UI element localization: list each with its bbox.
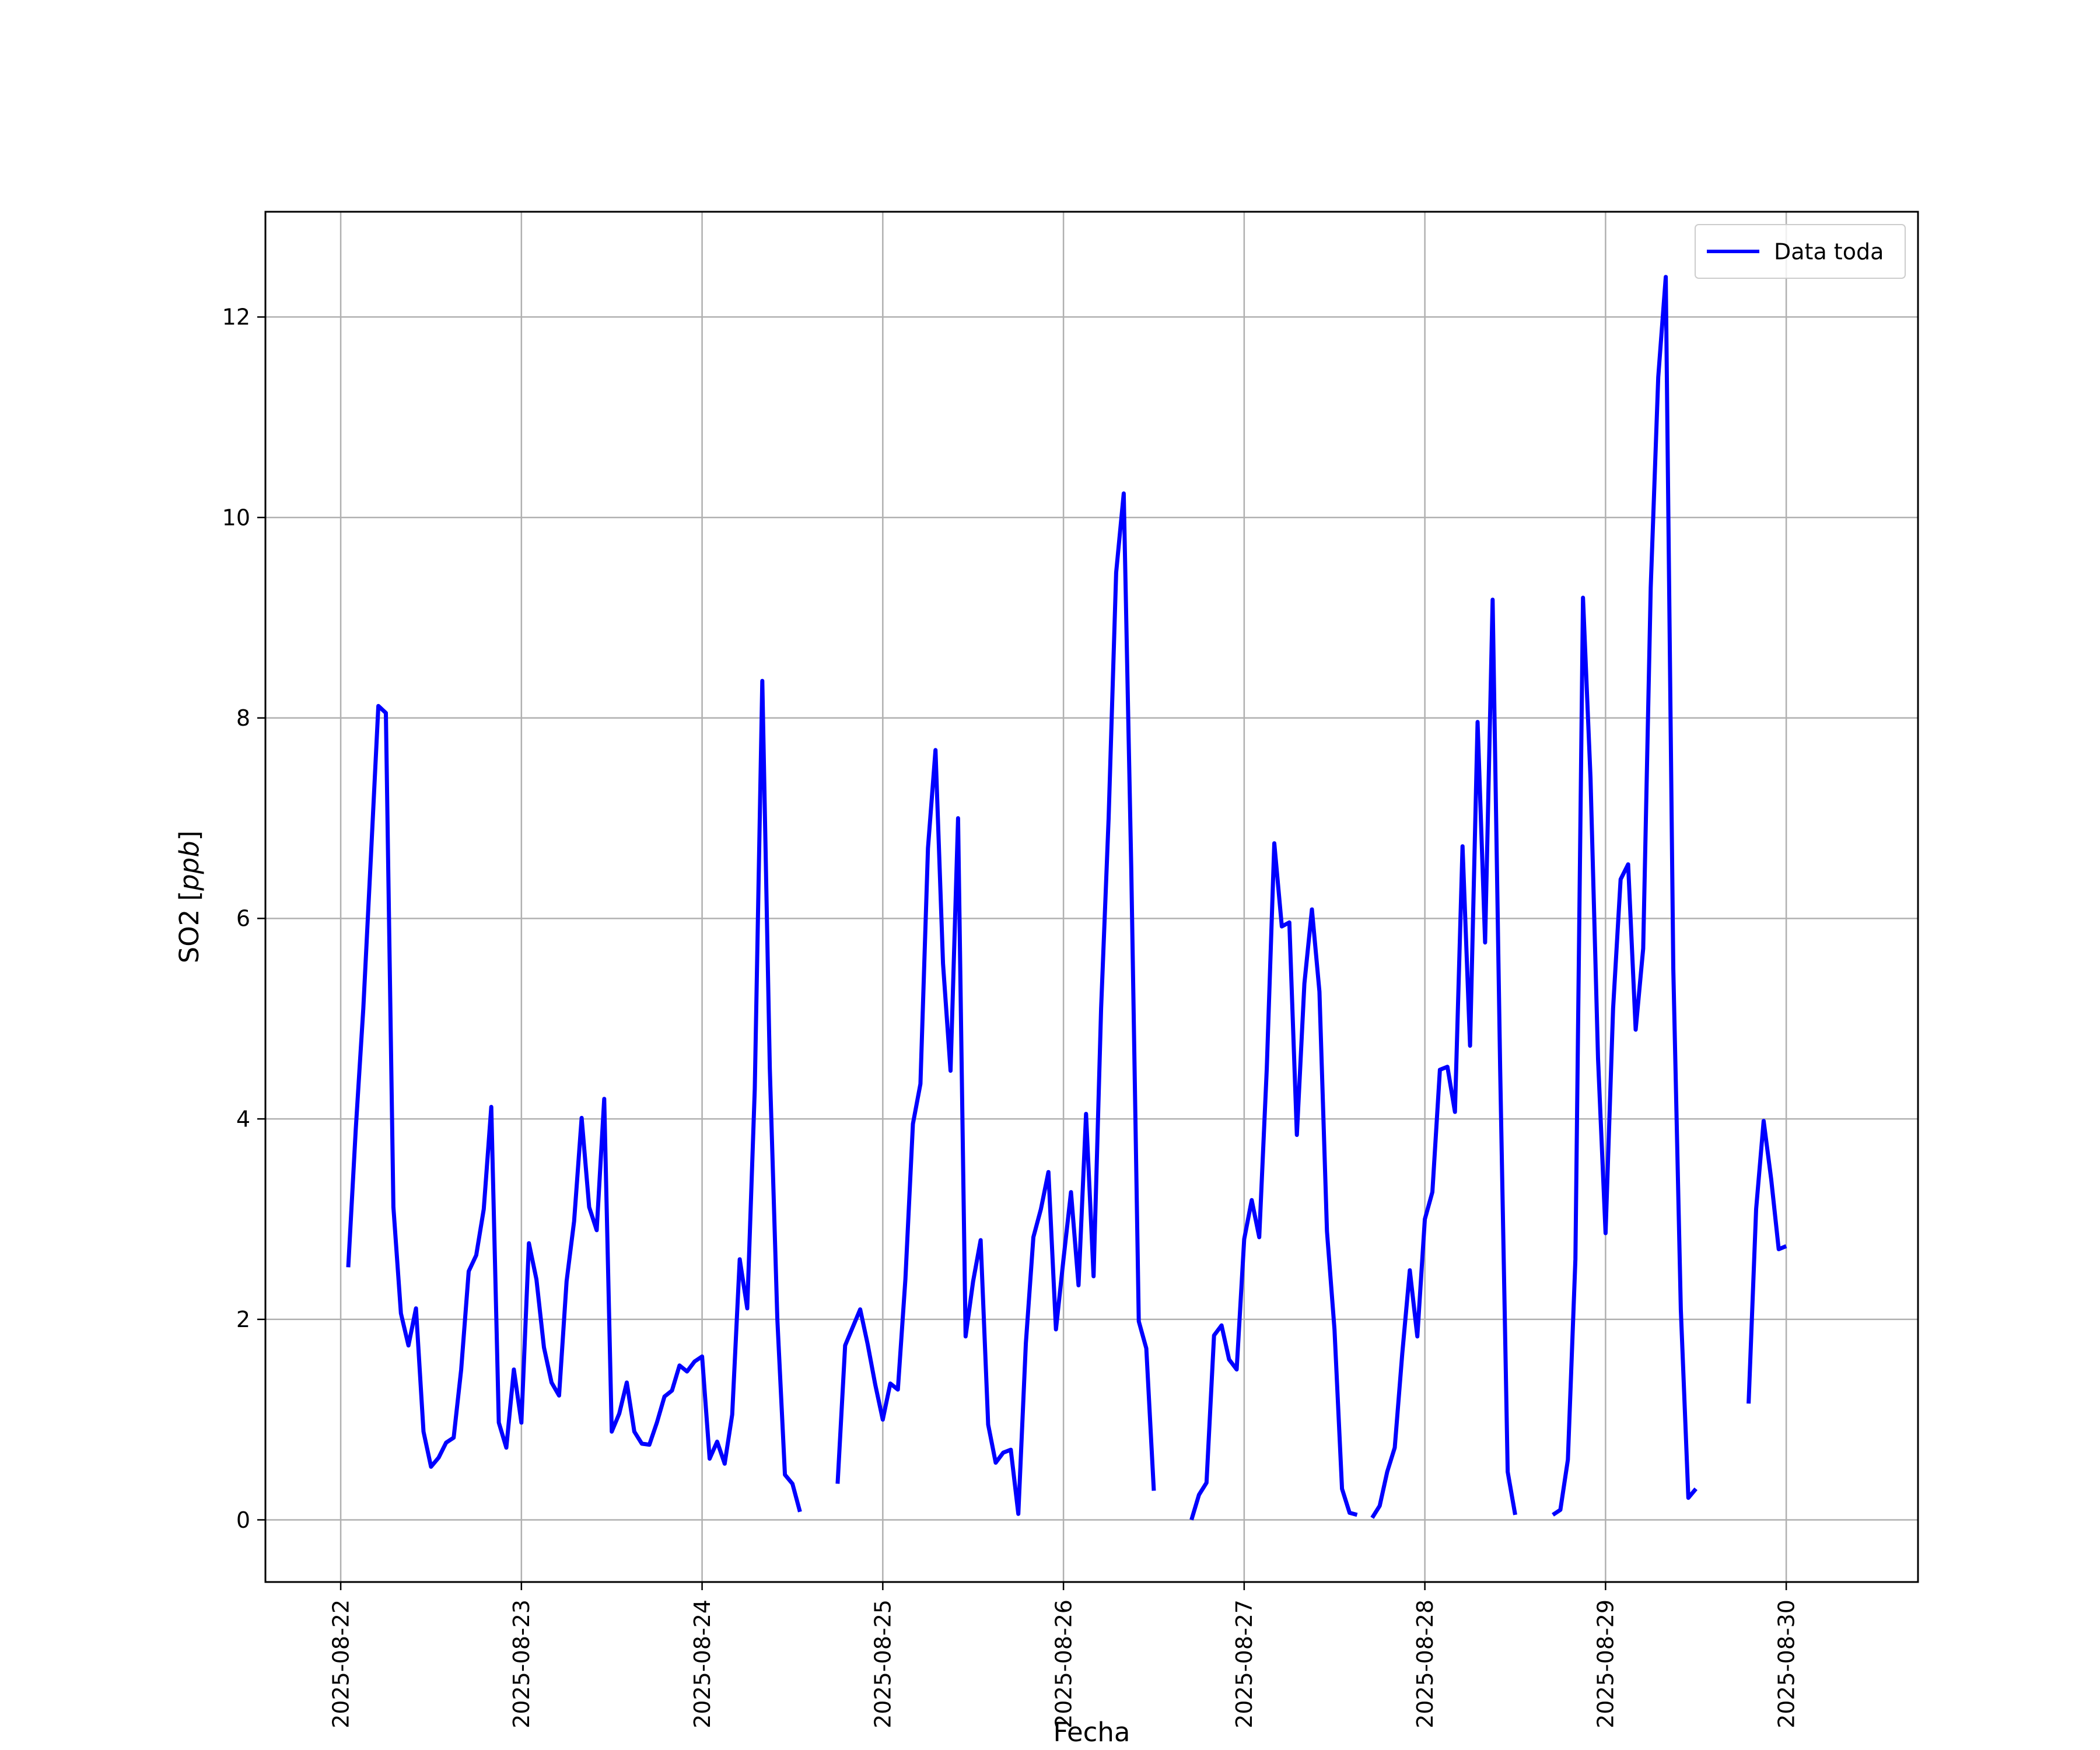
x-tick-label: 2025-08-30 <box>1773 1600 1799 1728</box>
x-tick-label: 2025-08-27 <box>1231 1600 1257 1728</box>
x-tick-label: 2025-08-26 <box>1051 1600 1076 1728</box>
y-tick-label: 6 <box>236 906 250 932</box>
legend-box <box>1695 224 1906 279</box>
y-tick-label: 2 <box>236 1307 250 1332</box>
y-axis-label-text: SO2 [ <box>174 891 205 963</box>
y-tick-label: 0 <box>236 1507 250 1533</box>
x-tick-label: 2025-08-24 <box>690 1600 715 1728</box>
series-line-segment <box>1189 841 1358 1521</box>
y-tick-label: 10 <box>222 505 250 530</box>
y-axis-label: SO2 [ppb] <box>174 831 205 964</box>
series-line-segment <box>835 491 1156 1516</box>
legend-label-data-toda: Data toda <box>1774 239 1884 264</box>
data-series <box>346 275 1787 1521</box>
series-line-segment <box>1552 275 1698 1517</box>
x-tick-label: 2025-08-28 <box>1412 1600 1438 1728</box>
x-tick-label: 2025-08-22 <box>328 1600 354 1728</box>
series-line-segment <box>1746 1119 1787 1404</box>
grid-lines <box>265 212 1918 1582</box>
x-tick-label: 2025-08-29 <box>1593 1600 1619 1728</box>
axes-frame <box>264 211 1919 1583</box>
legend: Data toda <box>1695 224 1906 279</box>
y-tick-label: 4 <box>236 1106 250 1132</box>
y-axis-label-unit: ppb <box>174 841 205 891</box>
axis-ticks: 2025-08-22 2025-08-23 2025-08-24 2025-08-25… <box>222 304 1800 1728</box>
x-axis-label: Fecha <box>1054 1717 1130 1748</box>
x-tick-label: 2025-08-25 <box>870 1600 896 1728</box>
y-axis-label-close: ] <box>174 831 205 841</box>
series-line-segment <box>1370 597 1517 1519</box>
y-tick-label: 12 <box>222 304 250 330</box>
series-line-segment <box>346 678 802 1513</box>
y-tick-label: 8 <box>236 705 250 731</box>
x-tick-label: 2025-08-23 <box>509 1600 534 1728</box>
